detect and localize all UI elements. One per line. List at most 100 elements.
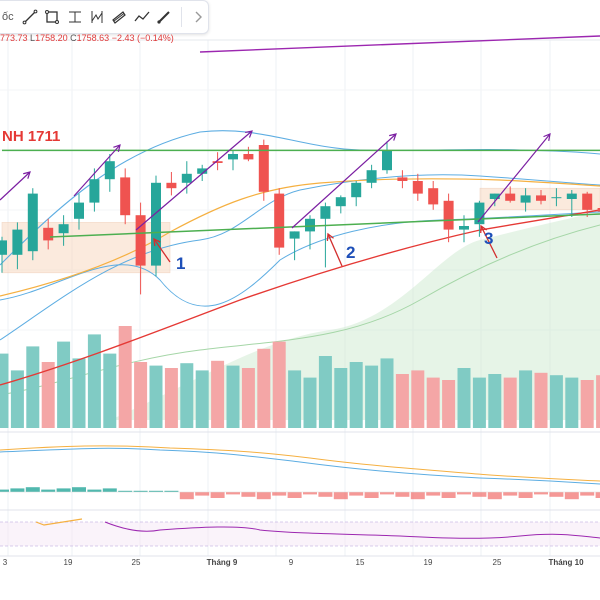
candle-body-31 — [474, 202, 485, 225]
candle-body-27 — [412, 181, 423, 194]
volume-bar-36 — [549, 375, 563, 428]
macd-hist-12 — [179, 492, 194, 500]
candle-body-4 — [58, 224, 69, 234]
pointer-arrow-2 — [480, 225, 498, 259]
candle-body-37 — [566, 193, 577, 199]
marker-2: 2 — [346, 243, 355, 262]
macd-hist-8 — [118, 490, 133, 492]
volume-bar-22 — [334, 368, 348, 428]
pointer-arrow-1 — [327, 233, 343, 267]
macd-hist-24 — [364, 492, 379, 498]
trend-line-icon[interactable] — [19, 5, 39, 29]
candle-body-39 — [597, 208, 600, 212]
level-label: NH 1711 — [2, 128, 60, 145]
candle-body-25 — [382, 150, 392, 171]
volume-bar-24 — [365, 365, 379, 428]
volume-bar-6 — [87, 334, 101, 428]
macd-hist-15 — [226, 492, 240, 495]
macd-hist-38 — [580, 492, 595, 496]
macd-hist-33 — [503, 492, 518, 496]
macd-hist-21 — [318, 492, 333, 497]
x-label-8: Tháng 10 — [548, 558, 584, 567]
macd-hist-0 — [0, 489, 9, 492]
volume-bar-25 — [380, 358, 394, 428]
volume-bar-17 — [257, 348, 271, 428]
candle-body-24 — [366, 170, 377, 183]
macd-line — [0, 447, 600, 485]
volume-bar-21 — [318, 356, 332, 428]
volume-bar-9 — [134, 362, 148, 428]
candle-body-7 — [104, 161, 115, 180]
wave-arrow-1 — [73, 144, 121, 197]
macd-hist-7 — [102, 488, 117, 492]
macd-hist-25 — [380, 492, 394, 495]
signal-line — [0, 445, 600, 482]
ohlc-legend: 773.73 L1758.20 C1758.63 −2.43 (−0.14%) — [0, 33, 174, 43]
volume-bar-18 — [272, 341, 286, 428]
fib-icon[interactable] — [64, 5, 84, 29]
macd-hist-28 — [426, 492, 441, 496]
macd-hist-34 — [518, 492, 533, 498]
volume-bar-20 — [303, 377, 317, 428]
channel-icon[interactable] — [109, 5, 129, 29]
candle-body-36 — [551, 197, 562, 199]
ohlc-low-label: L — [30, 33, 36, 43]
volume-bar-32 — [488, 374, 502, 428]
pitchfork-icon[interactable] — [87, 5, 107, 29]
macd-hist-23 — [349, 492, 364, 496]
volume-bar-3 — [41, 362, 55, 428]
volume-bar-26 — [395, 374, 409, 428]
candle-body-2 — [27, 193, 38, 252]
macd-hist-6 — [87, 489, 102, 492]
x-label-7: 25 — [492, 558, 502, 567]
wave-arrow-2 — [135, 130, 253, 231]
support-line — [49, 213, 600, 238]
macd-hist-5 — [72, 487, 86, 492]
volume-bar-13 — [195, 370, 209, 428]
volume-bars — [0, 326, 600, 428]
toolbar-separator — [180, 7, 182, 27]
volume-bar-37 — [565, 377, 579, 428]
toolbar-cut-label: ốc — [2, 11, 14, 23]
wave-arrow-0 — [0, 171, 31, 201]
brush-icon[interactable] — [154, 5, 174, 29]
macd-hist-14 — [210, 492, 225, 498]
candle-body-6 — [89, 179, 100, 203]
macd-hist-11 — [164, 490, 179, 492]
candle-body-11 — [166, 182, 177, 189]
volume-bar-2 — [26, 346, 40, 428]
rectangle-icon[interactable] — [42, 5, 62, 29]
x-label-3: Tháng 9 — [206, 558, 238, 567]
macd-hist-39 — [595, 492, 600, 498]
x-label-4: 9 — [288, 558, 294, 567]
macd-hist-20 — [303, 492, 317, 495]
macd-hist-1 — [10, 488, 25, 492]
candle-body-8 — [120, 177, 131, 216]
expand-icon[interactable] — [188, 5, 208, 29]
macd-hist-35 — [534, 492, 548, 495]
macd-hist-13 — [195, 492, 210, 496]
macd-hist-16 — [241, 492, 256, 497]
macd-hist-29 — [441, 492, 456, 498]
ohlc-close-value: 1758.63 — [76, 33, 110, 43]
candle-body-5 — [74, 202, 84, 219]
marker-1: 1 — [176, 254, 185, 273]
candle-body-14 — [212, 161, 223, 163]
x-label-2: 25 — [131, 558, 141, 567]
rsi-mark — [35, 518, 83, 526]
purple-trend — [199, 35, 600, 53]
volume-bar-39 — [596, 375, 600, 428]
wave-arrow-head-3 — [389, 133, 397, 141]
macd-hist-9 — [133, 490, 148, 492]
volume-bar-15 — [226, 365, 240, 428]
rsi-band — [0, 522, 600, 546]
macd-hist-30 — [457, 492, 471, 495]
candle-body-0 — [0, 240, 7, 255]
path-icon[interactable] — [132, 5, 152, 29]
candlesticks — [0, 139, 600, 295]
ohlc-close-label: C — [70, 33, 77, 43]
lower-panes — [0, 445, 600, 547]
volume-bar-7 — [103, 353, 117, 428]
candle-body-32 — [489, 193, 500, 199]
